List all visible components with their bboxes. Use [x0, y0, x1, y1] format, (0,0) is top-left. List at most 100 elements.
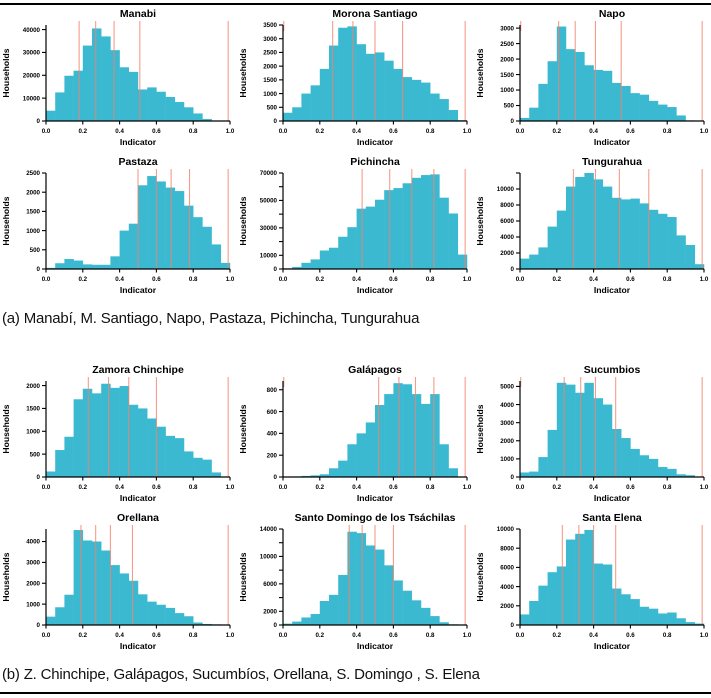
svg-text:Galápagos: Galápagos [348, 364, 402, 376]
svg-text:0.2: 0.2 [315, 276, 324, 283]
svg-text:Zamora Chinchipe: Zamora Chinchipe [92, 364, 184, 376]
svg-text:0.6: 0.6 [389, 632, 398, 639]
svg-text:500: 500 [267, 104, 278, 111]
svg-text:1000: 1000 [26, 228, 40, 235]
svg-text:Households: Households [238, 552, 248, 601]
svg-text:0.0: 0.0 [42, 632, 51, 639]
svg-text:0: 0 [274, 474, 278, 481]
figure-page: 0 10000 20000 30000 40000 0.0 0.2 0.4 0.6 0.8 1.0 M… [0, 3, 711, 698]
histogram-svg-manabi: 0 10000 20000 30000 40000 0.0 0.2 0.4 0.6 0.8 1.0 M… [1, 8, 235, 147]
svg-text:2000: 2000 [500, 56, 514, 63]
panel-gap [0, 335, 711, 361]
svg-text:0: 0 [274, 622, 278, 629]
svg-text:4000: 4000 [500, 584, 514, 591]
svg-text:3000: 3000 [263, 36, 277, 43]
svg-text:2000: 2000 [263, 63, 277, 70]
svg-text:1500: 1500 [263, 77, 277, 84]
svg-text:Indicator: Indicator [357, 137, 394, 147]
svg-text:0.8: 0.8 [189, 276, 198, 283]
svg-text:70000: 70000 [260, 170, 278, 177]
svg-text:6000: 6000 [500, 218, 514, 225]
svg-text:Households: Households [475, 48, 485, 97]
svg-text:Indicator: Indicator [120, 285, 157, 295]
svg-text:Manabi: Manabi [120, 8, 156, 20]
svg-text:600: 600 [267, 409, 278, 416]
svg-text:Households: Households [1, 196, 11, 245]
svg-text:20000: 20000 [23, 72, 41, 79]
svg-text:1.0: 1.0 [700, 128, 709, 135]
svg-text:0.4: 0.4 [589, 632, 598, 639]
svg-text:500: 500 [30, 451, 41, 458]
svg-text:1000: 1000 [263, 91, 277, 98]
histogram-svg-sucumbios: 0 1000 2000 3000 4000 5000 0.0 0.2 0.4 0.6 0.8 1.0 S… [475, 364, 709, 503]
svg-text:0.4: 0.4 [115, 632, 124, 639]
svg-text:0.2: 0.2 [552, 276, 561, 283]
svg-text:10000: 10000 [23, 95, 41, 102]
svg-text:2000: 2000 [263, 608, 277, 615]
svg-text:2000: 2000 [26, 580, 40, 587]
svg-text:Households: Households [1, 404, 11, 453]
svg-text:4000: 4000 [500, 234, 514, 241]
caption-a: (a) Manabí, M. Santiago, Napo, Pastaza, … [2, 310, 420, 327]
svg-text:50000: 50000 [260, 198, 278, 205]
svg-text:0.6: 0.6 [152, 128, 161, 135]
svg-text:0.8: 0.8 [426, 276, 435, 283]
histogram-santo-domingo: 0 2000 6000 10000 14000 0.0 0.2 0.4 0.6 0.8 1.0 San… [237, 509, 474, 657]
svg-text:8000: 8000 [500, 202, 514, 209]
svg-text:0.0: 0.0 [279, 128, 288, 135]
svg-text:30000: 30000 [260, 225, 278, 232]
svg-text:40000: 40000 [23, 27, 41, 34]
svg-text:0.2: 0.2 [552, 128, 561, 135]
svg-text:2000: 2000 [26, 383, 40, 390]
top-rule [0, 3, 711, 5]
histogram-zamora-chinchipe: 0 500 1000 1500 2000 0.0 0.2 0.4 0.6 0.8 1.0 Zamora… [0, 361, 237, 509]
svg-text:0.2: 0.2 [78, 276, 87, 283]
histogram-svg-santa-elena: 0 2000 4000 6000 8000 10000 0.0 0.2 0.4 0.6 0.8 1.0… [475, 512, 709, 651]
svg-text:2500: 2500 [26, 170, 40, 177]
svg-text:1.0: 1.0 [700, 276, 709, 283]
svg-text:Households: Households [1, 552, 11, 601]
svg-text:0.4: 0.4 [589, 276, 598, 283]
caption-b: (b) Z. Chinchipe, Galápagos, Sucumbíos, … [2, 666, 480, 683]
svg-text:4000: 4000 [500, 402, 514, 409]
svg-text:0.8: 0.8 [189, 632, 198, 639]
svg-text:0.4: 0.4 [115, 276, 124, 283]
svg-text:2000: 2000 [500, 250, 514, 257]
svg-text:0.6: 0.6 [626, 276, 635, 283]
svg-text:8000: 8000 [500, 545, 514, 552]
svg-text:Indicator: Indicator [120, 641, 157, 651]
histogram-svg-galapagos: 0 200 400 600 800 0.0 0.2 0.4 0.6 0.8 1.0 Galápagos… [238, 364, 472, 503]
svg-text:0.0: 0.0 [42, 484, 51, 491]
svg-text:1.0: 1.0 [226, 484, 235, 491]
svg-text:Households: Households [238, 404, 248, 453]
svg-text:6000: 6000 [500, 565, 514, 572]
svg-text:500: 500 [504, 103, 515, 110]
svg-text:Indicator: Indicator [594, 493, 631, 503]
svg-text:0.6: 0.6 [626, 484, 635, 491]
histogram-svg-pichincha: 0 10000 30000 50000 70000 0.0 0.2 0.4 0.6 0.8 1.0 P… [238, 156, 472, 295]
svg-text:0: 0 [37, 266, 41, 273]
svg-text:1.0: 1.0 [463, 484, 472, 491]
svg-text:0.0: 0.0 [279, 632, 288, 639]
svg-text:1.0: 1.0 [700, 484, 709, 491]
svg-text:Indicator: Indicator [594, 641, 631, 651]
svg-text:0: 0 [511, 622, 515, 629]
svg-text:0: 0 [511, 474, 515, 481]
histogram-svg-zamora-chinchipe: 0 500 1000 1500 2000 0.0 0.2 0.4 0.6 0.8 1.0 Zamora… [1, 364, 235, 503]
histogram-sucumbios: 0 1000 2000 3000 4000 5000 0.0 0.2 0.4 0.6 0.8 1.0 S… [474, 361, 711, 509]
svg-text:10000: 10000 [260, 554, 278, 561]
svg-text:0: 0 [37, 474, 41, 481]
svg-text:2000: 2000 [500, 603, 514, 610]
svg-text:0.0: 0.0 [516, 484, 525, 491]
svg-text:0.0: 0.0 [279, 484, 288, 491]
svg-text:Sucumbios: Sucumbios [584, 364, 641, 376]
svg-text:0.0: 0.0 [42, 276, 51, 283]
svg-text:0: 0 [511, 118, 515, 125]
histogram-svg-napo: 0 500 1000 1500 2000 2500 3000 0.0 0.2 0.4 0.6 0.8 1… [475, 8, 709, 147]
histogram-manabi: 0 10000 20000 30000 40000 0.0 0.2 0.4 0.6 0.8 1.0 M… [0, 5, 237, 153]
svg-text:0: 0 [37, 622, 41, 629]
svg-text:0.8: 0.8 [426, 128, 435, 135]
svg-text:Households: Households [475, 552, 485, 601]
svg-text:10000: 10000 [497, 526, 515, 533]
svg-text:0.4: 0.4 [352, 632, 361, 639]
